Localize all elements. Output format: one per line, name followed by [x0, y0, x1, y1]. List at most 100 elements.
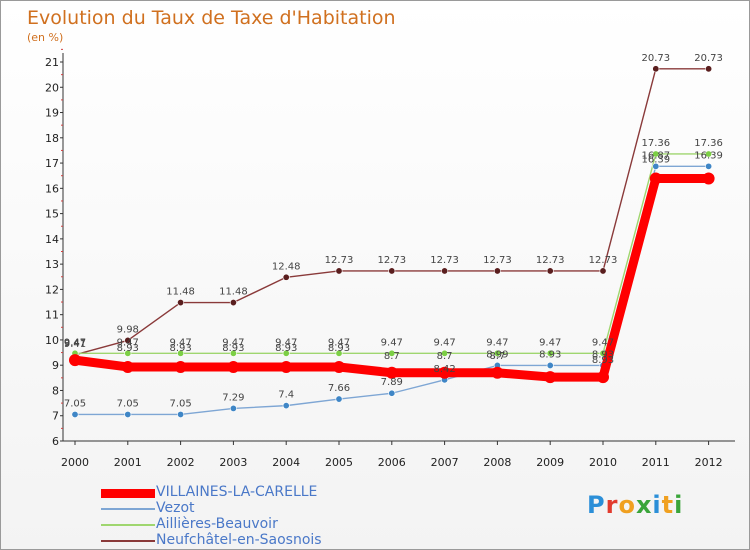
series-point-3 — [652, 65, 660, 73]
x-tick-label: 2009 — [536, 456, 564, 469]
legend-label: Aillières-Beauvoir — [156, 516, 278, 532]
data-label: 8.93 — [592, 349, 614, 360]
legend-label: Vezot — [156, 500, 195, 516]
data-label: 9.98 — [117, 324, 139, 335]
series-point-1 — [229, 404, 237, 412]
data-label: 7.05 — [117, 398, 139, 409]
brand-letter: i — [674, 491, 684, 519]
brand-letter: P — [587, 491, 606, 519]
series-point-0 — [491, 366, 504, 379]
proxiti-logo: Proxiti — [587, 491, 683, 519]
data-label: 12.73 — [589, 255, 618, 266]
data-label: 9.47 — [539, 337, 561, 348]
series-point-0 — [385, 366, 398, 379]
series-point-2 — [282, 349, 290, 357]
data-label: 9.47 — [169, 337, 191, 348]
x-tick-label: 2006 — [378, 456, 406, 469]
brand-letter: o — [618, 491, 636, 519]
data-label: 17.36 — [694, 138, 723, 149]
legend-swatch — [101, 508, 155, 510]
chart-title: Evolution du Taux de Taxe d'Habitation — [27, 7, 396, 29]
data-label: 16.39 — [694, 150, 723, 161]
x-tick-label: 2008 — [483, 456, 511, 469]
data-label: 7.05 — [64, 398, 86, 409]
data-label: 9.47 — [592, 337, 614, 348]
y-tick-label: 17 — [45, 157, 59, 170]
y-tick-label: 9 — [52, 359, 59, 372]
y-tick-label: 18 — [45, 132, 59, 145]
data-label: 20.73 — [694, 53, 723, 64]
y-tick-label: 11 — [45, 309, 59, 322]
y-tick-label: 6 — [52, 435, 59, 448]
data-label: 16.87 — [641, 150, 670, 161]
series-layer — [69, 65, 715, 418]
legend-item-villaines: VILLAINES-LA-CARELLE — [101, 484, 401, 501]
series-point-2 — [652, 150, 660, 158]
series-point-1 — [124, 410, 132, 418]
legend-item-neufchatel: Neufchâtel-en-Saosnois — [101, 532, 401, 549]
data-label: 9.47 — [433, 337, 455, 348]
series-point-0 — [544, 371, 557, 384]
data-label: 12.73 — [430, 255, 459, 266]
series-point-3 — [705, 65, 713, 73]
series-point-2 — [124, 349, 132, 357]
data-label: 9.47 — [222, 337, 244, 348]
data-label: 9.47 — [328, 337, 350, 348]
series-point-1 — [177, 410, 185, 418]
x-tick-label: 2002 — [167, 456, 195, 469]
data-label: 8.42 — [433, 364, 455, 375]
series-point-0 — [597, 371, 609, 384]
x-tick-label: 2011 — [642, 456, 670, 469]
y-tick-label: 14 — [45, 233, 59, 246]
brand-letter: t — [661, 491, 675, 519]
brand-letter: r — [605, 491, 619, 519]
series-point-3 — [441, 267, 449, 275]
legend-swatch — [101, 524, 155, 526]
series-point-0 — [174, 360, 187, 373]
series-point-2 — [177, 349, 185, 357]
x-tick-label: 2010 — [589, 456, 617, 469]
series-point-3 — [124, 336, 132, 344]
data-label: 8.93 — [592, 355, 614, 366]
series-point-1 — [546, 361, 554, 369]
data-label: 12.73 — [536, 255, 565, 266]
series-point-1 — [282, 402, 290, 410]
series-point-2 — [546, 349, 554, 357]
x-tick-label: 2004 — [272, 456, 300, 469]
data-label: 11.48 — [166, 287, 195, 298]
series-point-3 — [229, 299, 237, 307]
brand-letter: x — [635, 491, 653, 519]
x-tick-label: 2000 — [61, 456, 89, 469]
data-label: 9.47 — [117, 337, 139, 348]
data-label: 8.93 — [539, 349, 561, 360]
data-label: 9.47 — [64, 337, 86, 348]
x-tick-label: 2007 — [431, 456, 459, 469]
axes: 6 7 8 9 10 11 12 13 14 15 16 17 18 19 20 21 2000 2001 2002… — [45, 48, 735, 469]
series-point-0 — [333, 360, 345, 373]
x-tick-label: 2005 — [325, 456, 353, 469]
data-label: 8.93 — [222, 343, 244, 354]
data-label: 8.99 — [486, 349, 508, 360]
series-point-0 — [649, 172, 662, 185]
series-point-0 — [227, 360, 240, 373]
y-tick-label: 10 — [45, 334, 59, 347]
data-label: 8.7 — [384, 351, 400, 362]
data-label: 12.73 — [377, 255, 406, 266]
series-point-1 — [705, 162, 713, 170]
series-point-2 — [388, 349, 396, 357]
data-label: 9.47 — [64, 338, 86, 349]
y-tick-label: 16 — [45, 182, 59, 195]
x-tick-label: 2001 — [114, 456, 142, 469]
data-label: 16.39 — [641, 154, 670, 165]
data-label: 8.93 — [275, 343, 297, 354]
data-label: 20.73 — [641, 53, 670, 64]
legend-item-vezot: Vezot — [101, 500, 401, 517]
series-point-2 — [705, 150, 713, 158]
data-label: 7.89 — [381, 377, 403, 388]
y-tick-label: 15 — [45, 208, 59, 221]
data-label: 9.47 — [275, 337, 297, 348]
series-point-0 — [69, 354, 81, 367]
legend-swatch — [101, 489, 155, 498]
chart-unit-label: (en %) — [27, 31, 64, 44]
